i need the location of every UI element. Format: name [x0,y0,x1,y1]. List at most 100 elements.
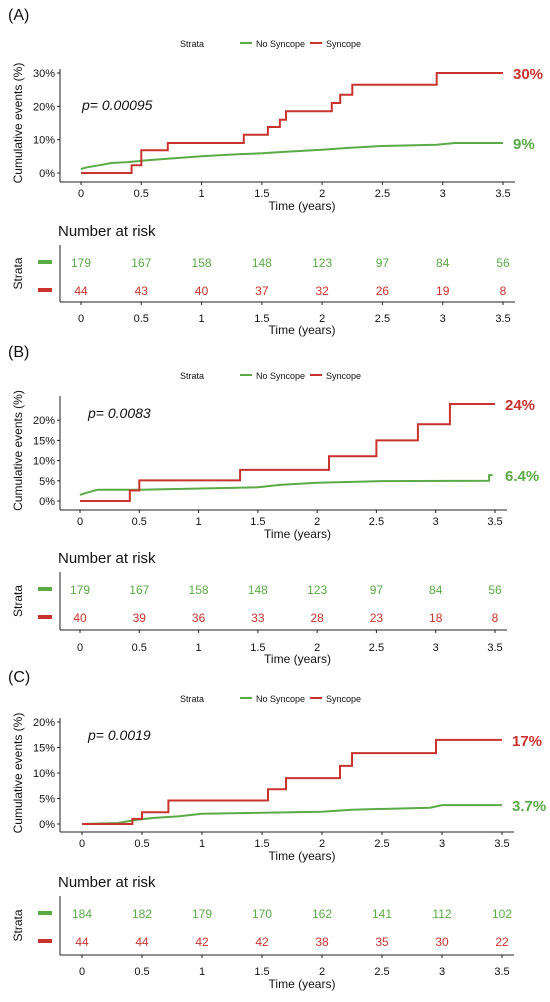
risk-count: 179 [71,256,91,270]
risk-count: 179 [192,907,212,921]
risk-x-tick-label: 0.5 [132,642,147,654]
y-tick-label: 20% [33,717,55,729]
risk-count: 167 [131,256,151,270]
y-axis-title: Cumulative events (%) [11,63,25,184]
risk-count: 40 [195,284,209,298]
legend-item-no-syncope: No Syncope [256,694,305,704]
risk-count: 97 [376,256,390,270]
legend-item-syncope: Syncope [326,371,361,381]
x-tick-label: 0.5 [134,838,149,850]
risk-table-title: Number at risk [58,223,156,240]
risk-count: 36 [192,611,206,625]
legend-item-syncope: Syncope [326,39,361,49]
risk-x-tick-label: 3 [440,313,446,325]
x-tick-label: 2.5 [375,188,390,200]
risk-count: 33 [251,611,265,625]
x-tick-label: 0 [77,516,83,528]
risk-x-tick-label: 0.5 [134,313,149,325]
risk-count: 148 [248,583,268,597]
risk-count: 8 [500,284,507,298]
y-tick-label: 15% [33,743,55,755]
risk-table-title: Number at risk [58,550,156,567]
legend-title: Strata [180,371,204,381]
km-curve-syncope [81,72,503,174]
risk-count: 18 [429,611,443,625]
y-tick-label: 0% [39,496,55,508]
risk-count: 84 [429,583,443,597]
x-tick-label: 3.5 [487,516,502,528]
risk-count: 39 [133,611,147,625]
x-tick-label: 3 [439,838,445,850]
risk-x-tick-label: 2.5 [375,313,390,325]
risk-x-tick-label: 1 [196,642,202,654]
risk-row-swatch-syncope [38,615,52,619]
end-label-syncope: 17% [512,733,542,750]
x-tick-label: 2.5 [369,516,384,528]
x-tick-label: 2 [319,188,325,200]
x-tick-label: 3.5 [495,188,510,200]
risk-count: 102 [492,907,512,921]
p-value: p= 0.00095 [81,97,153,113]
risk-count: 158 [192,256,212,270]
risk-x-tick-label: 3.5 [487,642,502,654]
km-panel-2: (B) Strata No Syncope Syncope 0% 5% 10% 15% 20% 0… [8,344,539,666]
risk-count: 56 [488,583,502,597]
risk-count: 179 [70,583,90,597]
x-tick-label: 1.5 [254,838,269,850]
y-axis-title: Cumulative events (%) [11,713,25,834]
risk-count: 44 [74,284,88,298]
risk-count: 170 [252,907,272,921]
km-panel-3: (C) Strata No Syncope Syncope 0% 5% 10% 15% 20% 0… [8,669,546,991]
risk-x-tick-label: 2 [319,313,325,325]
y-tick-label: 30% [33,68,55,80]
risk-x-axis-title: Time (years) [269,323,336,337]
legend-item-no-syncope: No Syncope [256,371,305,381]
panel-label: (A) [8,7,29,24]
x-axis-title: Time (years) [269,199,336,213]
risk-count: 141 [372,907,392,921]
risk-count: 184 [72,907,92,921]
risk-count: 44 [135,935,149,949]
risk-count: 97 [370,583,384,597]
x-axis-title: Time (years) [264,527,331,541]
y-tick-label: 20% [33,101,55,113]
x-tick-label: 3.5 [494,838,509,850]
risk-x-tick-label: 0 [79,966,85,978]
y-tick-label: 15% [33,435,55,447]
x-tick-label: 1 [199,188,205,200]
risk-count: 22 [495,935,509,949]
risk-row-swatch-syncope [38,288,52,292]
risk-x-tick-label: 3 [433,642,439,654]
x-tick-label: 2 [319,838,325,850]
risk-x-tick-label: 1.5 [250,642,265,654]
x-tick-label: 1 [196,516,202,528]
risk-count: 44 [75,935,89,949]
risk-count: 42 [255,935,269,949]
risk-x-tick-label: 0 [78,313,84,325]
risk-x-tick-label: 1.5 [254,966,269,978]
x-tick-label: 1 [199,838,205,850]
km-curve-no-syncope [80,142,503,170]
x-axis-title: Time (years) [269,849,336,863]
risk-count: 167 [129,583,149,597]
risk-count: 26 [376,284,390,298]
x-tick-label: 2.5 [374,838,389,850]
risk-x-tick-label: 3.5 [494,966,509,978]
risk-strata-label: Strata [11,909,25,941]
legend-title: Strata [180,39,204,49]
km-curve-syncope [82,738,502,825]
risk-row-swatch-no-syncope [38,260,52,264]
p-value: p= 0.0083 [87,405,151,421]
end-label-no-syncope: 6.4% [505,468,539,485]
risk-count: 8 [492,611,499,625]
risk-x-tick-label: 1 [199,966,205,978]
y-tick-label: 10% [33,456,55,468]
risk-strata-label: Strata [11,585,25,617]
risk-count: 23 [370,611,384,625]
end-label-no-syncope: 3.7% [512,798,546,815]
y-tick-label: 5% [39,476,55,488]
risk-count: 30 [435,935,449,949]
km-curve-syncope [80,403,495,502]
risk-x-tick-label: 0 [77,642,83,654]
